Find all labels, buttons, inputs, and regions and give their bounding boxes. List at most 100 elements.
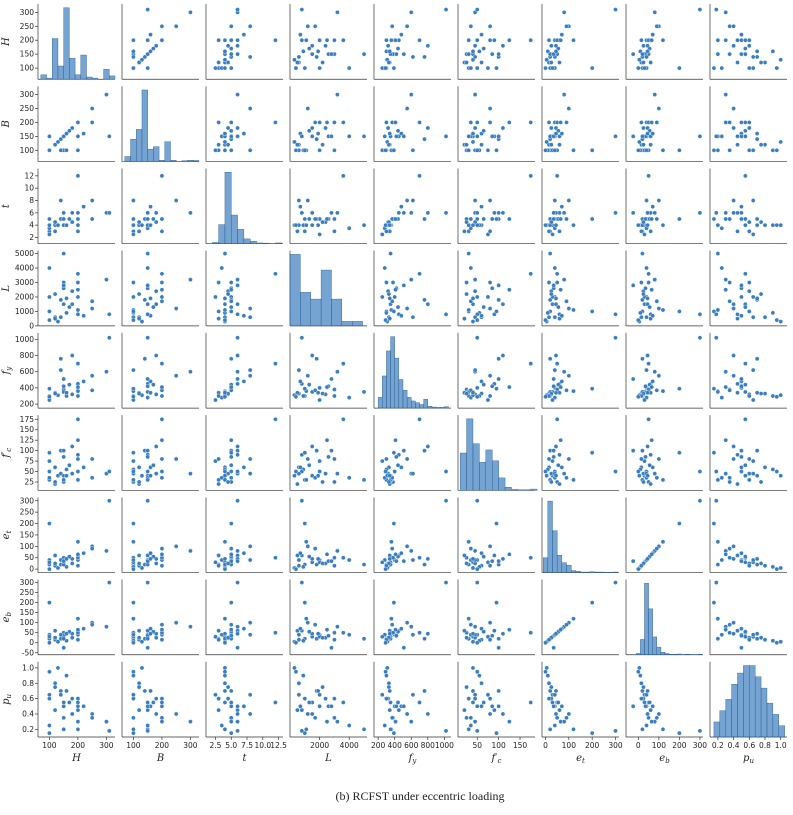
scatter-point (399, 32, 404, 37)
scatter-point (228, 287, 234, 293)
scatter-point (715, 616, 721, 621)
scatter-point (104, 277, 109, 282)
scatter-point (139, 665, 145, 671)
scatter-point (643, 383, 648, 389)
scatter-point (640, 134, 645, 139)
y-tick-label: -50 (22, 648, 34, 657)
scatter-point (649, 552, 654, 557)
scatter-point (754, 562, 760, 567)
scatter-point (487, 280, 493, 285)
histogram-bar (575, 571, 581, 573)
scatter-point (75, 388, 81, 394)
scatter-point (384, 37, 389, 43)
histogram-bar (431, 406, 437, 409)
scatter-point (472, 624, 478, 629)
scatter-point (723, 369, 729, 375)
scatter-point (644, 314, 649, 320)
axis-label-text: f (408, 753, 415, 764)
scatter-point (159, 287, 165, 293)
scatter-point (630, 703, 636, 709)
scatter-point (719, 265, 725, 271)
scatter-point (299, 7, 305, 12)
scatter-point (393, 627, 398, 633)
scatter-point (558, 384, 563, 390)
axis-label-text: p (743, 753, 750, 764)
histogram-bar (459, 452, 467, 491)
scatter-point (552, 148, 558, 153)
scatter-point (136, 229, 142, 234)
scatter-point (470, 700, 476, 705)
scatter-point (216, 628, 221, 634)
scatter-point (314, 54, 319, 60)
scatter-point (222, 296, 228, 301)
histogram-bar (511, 489, 519, 491)
scatter-point (556, 304, 561, 310)
scatter-point (216, 563, 221, 569)
scatter-point (61, 727, 66, 732)
scatter-point (222, 57, 228, 63)
scatter-point (222, 473, 228, 479)
scatter-point (425, 631, 431, 637)
scatter-point (589, 600, 595, 605)
scatter-point (305, 620, 311, 625)
scatter-point (743, 304, 748, 310)
scatter-point (472, 719, 478, 724)
scatter-point (361, 134, 367, 139)
scatter-point (188, 624, 193, 629)
scatter-point (494, 386, 499, 391)
scatter-point (222, 317, 228, 323)
scatter-point (494, 309, 499, 314)
y-tick-label: 300 (20, 578, 35, 587)
scatter-point (52, 707, 58, 713)
scatter-point (393, 719, 398, 724)
scatter-point (727, 555, 732, 561)
scatter-point (660, 222, 666, 228)
scatter-point (69, 210, 75, 216)
scatter-point (496, 51, 501, 57)
scatter-point (81, 379, 86, 384)
scatter-point (235, 335, 240, 341)
scatter-point (746, 309, 752, 314)
scatter-point (142, 688, 148, 694)
scatter-point (273, 271, 278, 277)
scatter-point (472, 692, 478, 698)
scatter-point (731, 306, 736, 311)
scatter-point (145, 707, 150, 713)
scatter-point (69, 301, 75, 307)
scatter-point (148, 296, 153, 301)
scatter-point (361, 51, 367, 57)
scatter-point (67, 128, 72, 134)
scatter-point (494, 65, 499, 71)
scatter-point (564, 120, 569, 125)
scatter-point (549, 43, 554, 49)
scatter-point (383, 317, 388, 323)
scatter-point (55, 639, 61, 645)
scatter-point (379, 634, 385, 640)
scatter-point (770, 148, 776, 153)
scatter-point (640, 727, 645, 732)
scatter-point (743, 559, 748, 565)
scatter-point (305, 106, 311, 111)
scatter-point (770, 222, 776, 228)
histogram-bar (52, 38, 59, 80)
scatter-point (496, 210, 501, 216)
scatter-point (743, 462, 748, 468)
axis-label-subscript: t (582, 757, 585, 765)
scatter-point (489, 633, 495, 639)
scatter-point (388, 700, 393, 705)
scatter-point (677, 386, 682, 391)
scatter-point (778, 565, 784, 571)
scatter-point (302, 386, 308, 391)
scatter-point (145, 700, 150, 705)
scatter-point (235, 469, 240, 474)
scatter-point (67, 304, 72, 310)
scatter-point (228, 51, 234, 57)
scatter-point (401, 51, 407, 57)
scatter-point (47, 600, 52, 605)
scatter-point (159, 715, 165, 721)
scatter-point (298, 204, 303, 209)
scatter-point (47, 386, 52, 391)
scatter-point (401, 283, 407, 288)
scatter-point (715, 222, 721, 228)
histogram-bar (566, 564, 572, 573)
